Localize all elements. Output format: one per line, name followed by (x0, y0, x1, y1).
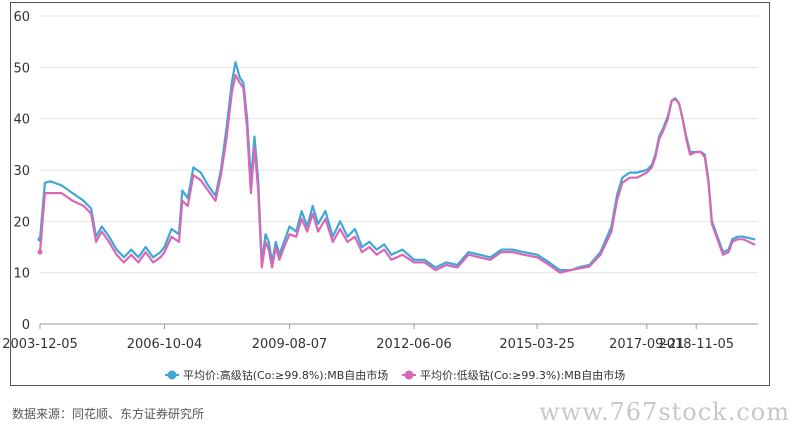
source-note: 数据来源：同花顺、东方证券研究所 (12, 407, 205, 421)
x-tick-label: 2015-03-25 (499, 337, 575, 352)
legend-label: 平均价:高级钴(Co:≥99.8%):MB自由市场 (183, 368, 388, 382)
series-start-point-2 (37, 249, 43, 255)
chart-frame (10, 2, 770, 386)
watermark: www.767stock.com (539, 398, 790, 426)
x-tick-label: 2012-06-06 (376, 337, 452, 352)
legend-label: 平均价:低级钴(Co:≥99.3%):MB自由市场 (420, 368, 625, 382)
legend-marker-icon (167, 370, 177, 380)
x-tick-label: 2003-12-05 (2, 337, 78, 352)
chart: 0 10 20 30 40 50 60 2003-12-05 2006-10-04 2009-0… (2, 10, 758, 382)
x-tick-label: 2017-09-21 (609, 337, 685, 352)
y-tick-label: 30 (13, 164, 30, 179)
y-tick-label: 50 (13, 61, 30, 76)
y-tick-label: 0 (22, 318, 30, 333)
legend-item-2[interactable]: 平均价:低级钴(Co:≥99.3%):MB自由市场 (402, 368, 625, 382)
legend-marker-icon (404, 370, 414, 380)
series-lines (37, 61, 756, 274)
y-tick-label: 40 (13, 113, 30, 128)
legend: 平均价:高级钴(Co:≥99.8%):MB自由市场 平均价:低级钴(Co:≥99.… (165, 368, 625, 382)
series-line-2 (38, 73, 756, 274)
y-axis: 0 10 20 30 40 50 60 (13, 10, 30, 333)
legend-item-1[interactable]: 平均价:高级钴(Co:≥99.8%):MB自由市场 (165, 368, 388, 382)
y-tick-label: 60 (13, 10, 30, 25)
x-axis: 2003-12-05 2006-10-04 2009-08-07 2012-06-06… (2, 324, 734, 352)
x-tick-label: 2018-11-05 (658, 337, 734, 352)
x-tick-label: 2006-10-04 (127, 337, 203, 352)
x-tick-label: 2009-08-07 (252, 337, 328, 352)
y-tick-label: 10 (13, 267, 30, 282)
y-tick-label: 20 (13, 215, 30, 230)
series-line-1 (38, 61, 756, 272)
grid-lines (40, 15, 758, 274)
